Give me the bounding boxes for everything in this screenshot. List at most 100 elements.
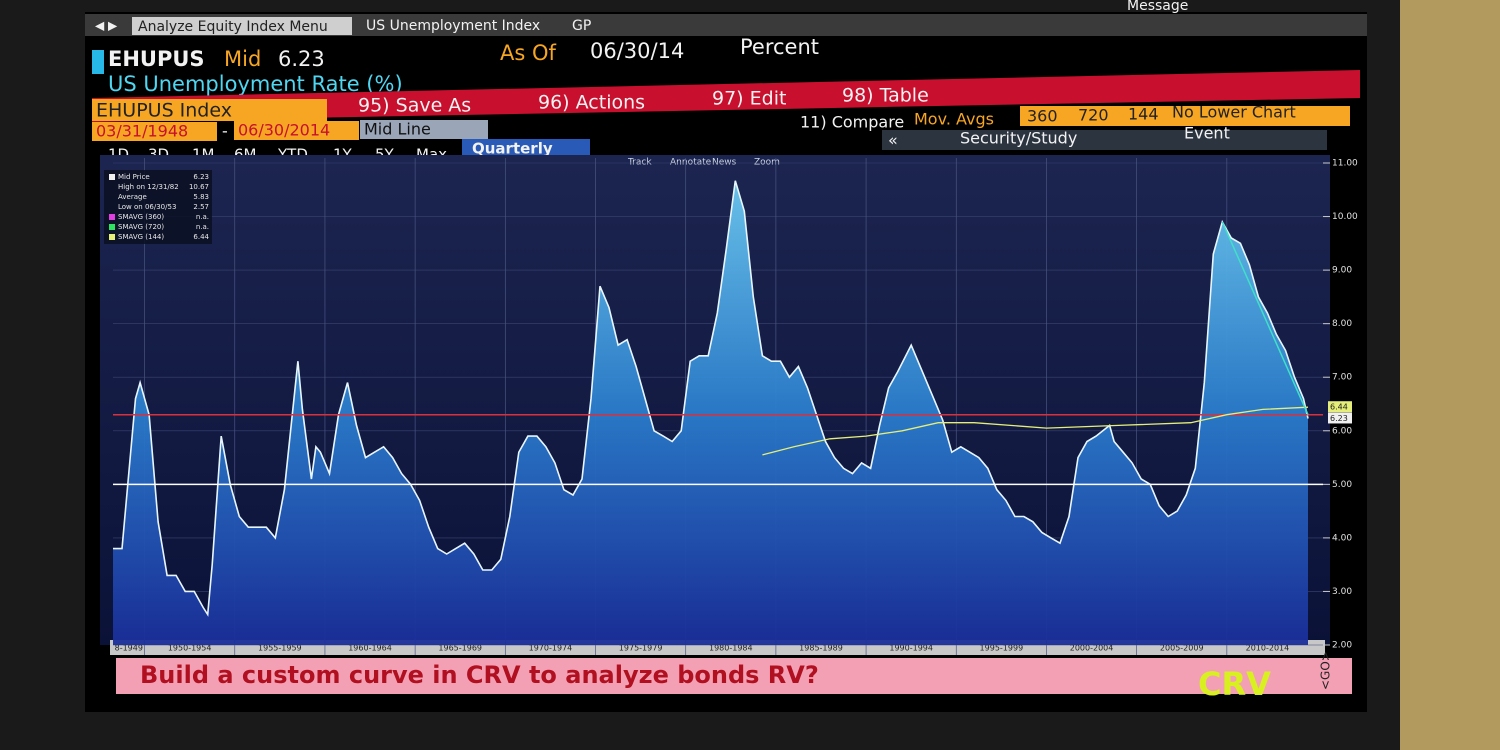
compare[interactable]: 11) Compare	[800, 113, 904, 132]
legend-value: 6.23	[193, 173, 209, 181]
y-tick-label: 8.00	[1332, 319, 1352, 329]
price-tag	[1328, 401, 1352, 413]
legend-swatch	[109, 214, 115, 220]
legend-label: SMAVG (720)	[118, 223, 164, 231]
menu-tab-label[interactable]: US Unemployment Index	[366, 18, 540, 34]
nav-arrows[interactable]: ◀ ▶	[95, 19, 118, 33]
collapse[interactable]: «	[888, 131, 898, 150]
avg-period[interactable]: 720	[1078, 106, 1109, 125]
end-date[interactable]: 06/30/2014	[238, 121, 330, 140]
mode[interactable]: Mid Line	[364, 120, 431, 139]
chart-tools: Track Annotate News Zoom	[627, 158, 780, 168]
legend-label: High on 12/31/82	[118, 183, 179, 191]
legend-swatch	[109, 174, 115, 180]
y-tick-label: 3.00	[1332, 587, 1352, 597]
ticker: EHUPUS	[108, 47, 205, 71]
menu-tab[interactable]	[132, 17, 352, 35]
banner-brand[interactable]: CRV	[1198, 665, 1271, 703]
y-tick-label: 11.00	[1332, 159, 1358, 169]
menu-bar	[85, 14, 1367, 36]
date-separator: -	[222, 122, 228, 141]
y-tick-label: 9.00	[1332, 266, 1352, 276]
series-title: US Unemployment Rate (%)	[108, 72, 403, 96]
area	[113, 180, 1308, 645]
chart-tool[interactable]: Track	[627, 158, 652, 168]
legend-swatch	[109, 224, 115, 230]
x-tick-label: 2010-2014	[1246, 644, 1290, 653]
menu-tab-label[interactable]: Analyze Equity Index Menu	[138, 19, 328, 35]
action-item[interactable]: 96) Actions	[538, 92, 645, 114]
study[interactable]: Security/Study	[960, 129, 1077, 148]
selected-period[interactable]	[462, 139, 590, 157]
x-tick-label: 2005-2009	[1160, 644, 1204, 653]
start-date-field[interactable]	[92, 122, 217, 141]
x-tick-label: 1965-1969	[438, 644, 482, 653]
chart: 2.00 3.00 4.00 5.00 6.00 7.00 8.00 9.00 10.00 11.…	[113, 158, 1358, 655]
avg-period[interactable]: 360	[1027, 107, 1058, 126]
as-of-date: 06/30/14	[590, 39, 684, 63]
start-date[interactable]: 03/31/1948	[96, 122, 188, 141]
field-label: Mid	[224, 47, 261, 71]
banner	[116, 658, 1352, 694]
chart-tool[interactable]: News	[712, 158, 737, 168]
price-tag	[1328, 412, 1352, 424]
y-tick-label: 6.00	[1332, 426, 1352, 436]
message-button[interactable]: Message	[1127, 0, 1188, 14]
event[interactable]: Event	[1184, 124, 1230, 143]
end-date-field[interactable]	[234, 121, 359, 140]
action-bar	[92, 70, 1360, 122]
action-item[interactable]: 98) Table	[842, 85, 929, 107]
price-tag-label: 6.23	[1330, 414, 1348, 423]
y-tick-label: 5.00	[1332, 480, 1352, 490]
mov-avgs: Mov. Avgs	[914, 110, 994, 129]
x-tick-label: 1975-1979	[619, 644, 663, 653]
avg-period[interactable]: 144	[1128, 105, 1159, 124]
selected-period-label[interactable]: Quarterly	[472, 140, 553, 158]
action-item[interactable]: 97) Edit	[712, 88, 786, 110]
x-tick-label: 1990-1994	[889, 644, 933, 653]
x-tick-label: 1980-1984	[709, 644, 753, 653]
last-value: 6.23	[278, 47, 325, 71]
x-tick-label: 1955-1959	[258, 644, 302, 653]
x-tick-label: 8-1949	[115, 644, 143, 653]
legend-box	[104, 170, 212, 244]
lower-chart[interactable]: No Lower Chart	[1172, 103, 1296, 122]
x-tick-label: 1970-1974	[529, 644, 573, 653]
legend-value: 6.44	[193, 233, 209, 241]
security-field[interactable]	[92, 99, 327, 121]
legend-label: Average	[118, 193, 147, 201]
banner-go[interactable]: <GO>	[1319, 651, 1333, 690]
menu-tab-label[interactable]: GP	[572, 18, 591, 34]
legend-swatch	[109, 234, 115, 240]
trendline	[1221, 221, 1309, 416]
x-tick-label: 1995-1999	[980, 644, 1024, 653]
line	[113, 180, 1309, 617]
wall	[1400, 0, 1500, 750]
banner-text[interactable]: Build a custom curve in CRV to analyze b…	[140, 661, 819, 689]
x-tick-label: 2000-2004	[1070, 644, 1114, 653]
x-tick-label: 1950-1954	[168, 644, 212, 653]
legend-label: SMAVG (144)	[118, 233, 164, 241]
legend-label: SMAVG (360)	[118, 213, 164, 221]
moving-average	[762, 406, 1309, 456]
legend-value: 2.57	[193, 203, 209, 211]
legend-value: n.a.	[196, 223, 209, 231]
unit: Percent	[740, 35, 819, 59]
security-label[interactable]: EHUPUS Index	[96, 100, 232, 122]
y-tick-label: 10.00	[1332, 212, 1358, 222]
y-tick-label: 7.00	[1332, 373, 1352, 383]
mode-field[interactable]	[360, 120, 488, 139]
avg-field[interactable]	[1020, 106, 1350, 126]
x-tick-label: 1985-1989	[799, 644, 843, 653]
as-of-label: As Of	[500, 41, 557, 65]
legend-label: Mid Price	[118, 173, 150, 181]
ticker-marker	[92, 50, 104, 74]
chart-tool[interactable]: Zoom	[754, 158, 780, 168]
y-tick-label: 4.00	[1332, 533, 1352, 543]
price-tag-label: 6.44	[1330, 403, 1348, 412]
chart-tool[interactable]: Annotate	[670, 158, 712, 168]
y-tick-label: 2.00	[1332, 641, 1352, 651]
legend-label: Low on 06/30/53	[118, 203, 176, 211]
action-item[interactable]: 95) Save As	[358, 95, 471, 117]
